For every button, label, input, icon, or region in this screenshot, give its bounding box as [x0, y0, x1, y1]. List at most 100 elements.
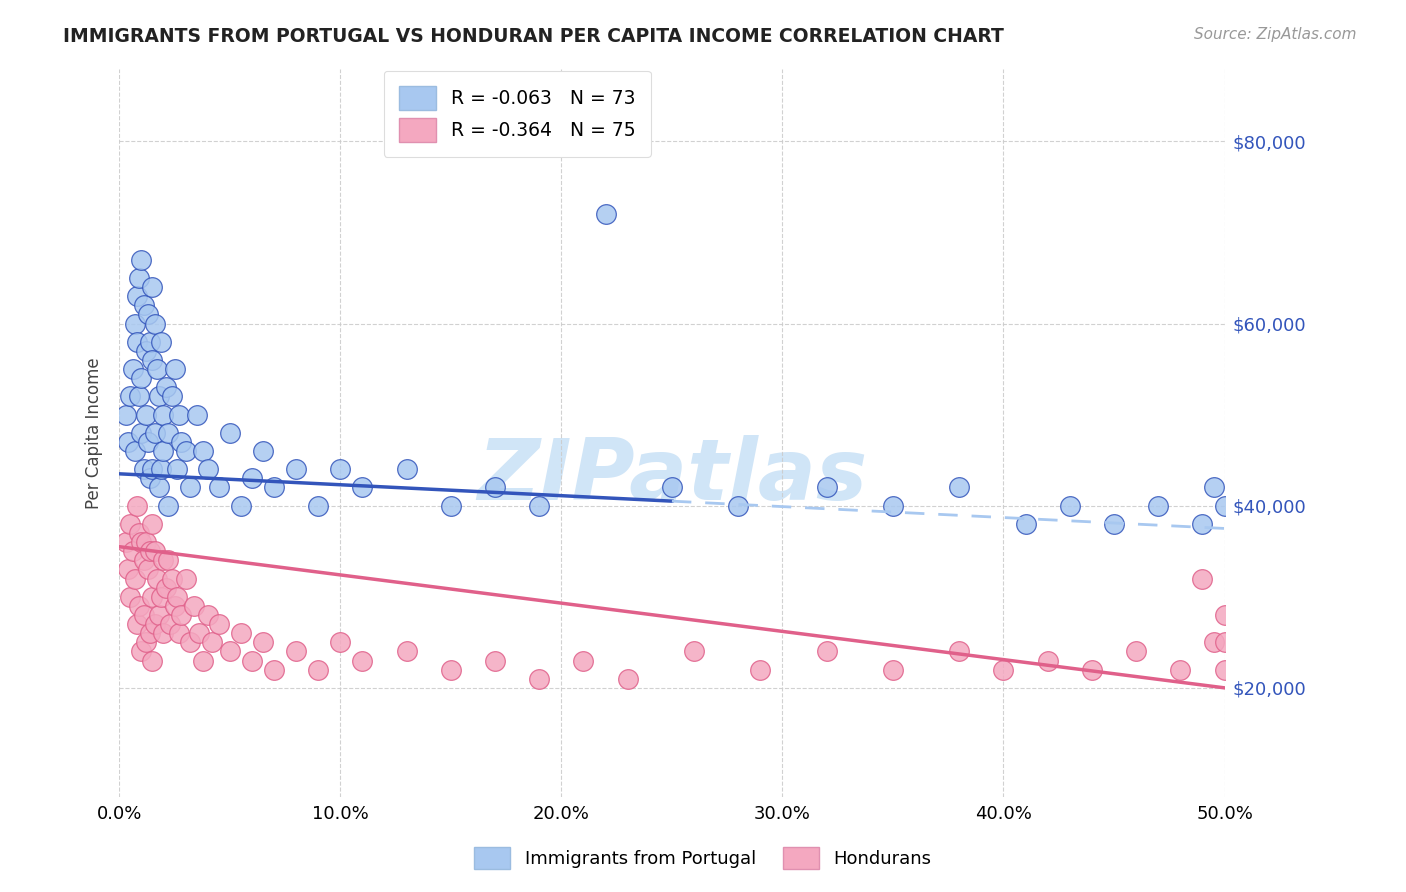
Point — [197, 607, 219, 622]
Point — [1059, 499, 1081, 513]
Point — [162, 572, 184, 586]
Point — [252, 635, 274, 649]
Point — [1191, 516, 1213, 531]
Point — [1014, 516, 1036, 531]
Point — [948, 644, 970, 658]
Point — [115, 408, 138, 422]
Point — [125, 499, 148, 513]
Point — [131, 535, 153, 549]
Point — [141, 462, 163, 476]
Point — [156, 553, 179, 567]
Point — [141, 516, 163, 531]
Point — [136, 308, 159, 322]
Point — [141, 280, 163, 294]
Point — [201, 635, 224, 649]
Point — [128, 389, 150, 403]
Point — [136, 434, 159, 449]
Point — [1213, 635, 1236, 649]
Point — [186, 408, 208, 422]
Point — [352, 654, 374, 668]
Point — [135, 535, 157, 549]
Point — [218, 425, 240, 440]
Point — [159, 617, 181, 632]
Point — [1213, 607, 1236, 622]
Point — [141, 353, 163, 368]
Point — [155, 581, 177, 595]
Point — [1102, 516, 1125, 531]
Point — [193, 654, 215, 668]
Point — [815, 481, 838, 495]
Point — [148, 389, 170, 403]
Point — [170, 434, 193, 449]
Point — [136, 562, 159, 576]
Point — [131, 252, 153, 267]
Point — [156, 425, 179, 440]
Point — [139, 626, 162, 640]
Point — [141, 590, 163, 604]
Legend: R = -0.063   N = 73, R = -0.364   N = 75: R = -0.063 N = 73, R = -0.364 N = 75 — [384, 70, 651, 157]
Point — [329, 462, 352, 476]
Point — [815, 644, 838, 658]
Point — [132, 607, 155, 622]
Point — [124, 572, 146, 586]
Point — [150, 462, 173, 476]
Point — [1170, 663, 1192, 677]
Point — [139, 334, 162, 349]
Point — [135, 343, 157, 358]
Point — [148, 481, 170, 495]
Point — [484, 654, 506, 668]
Point — [152, 553, 174, 567]
Point — [179, 635, 201, 649]
Point — [124, 317, 146, 331]
Point — [1036, 654, 1059, 668]
Point — [661, 481, 683, 495]
Point — [156, 499, 179, 513]
Point — [163, 362, 186, 376]
Point — [146, 572, 169, 586]
Point — [141, 654, 163, 668]
Point — [329, 635, 352, 649]
Point — [170, 607, 193, 622]
Point — [128, 526, 150, 541]
Point — [128, 271, 150, 285]
Point — [440, 663, 463, 677]
Point — [155, 380, 177, 394]
Point — [166, 462, 188, 476]
Point — [120, 389, 142, 403]
Point — [179, 481, 201, 495]
Point — [152, 626, 174, 640]
Point — [131, 425, 153, 440]
Point — [1125, 644, 1147, 658]
Point — [218, 644, 240, 658]
Point — [174, 572, 197, 586]
Point — [749, 663, 772, 677]
Point — [882, 663, 904, 677]
Point — [143, 544, 166, 558]
Point — [683, 644, 706, 658]
Point — [484, 481, 506, 495]
Point — [174, 444, 197, 458]
Point — [240, 471, 263, 485]
Point — [152, 444, 174, 458]
Point — [117, 562, 139, 576]
Point — [616, 672, 638, 686]
Point — [115, 535, 138, 549]
Point — [307, 663, 329, 677]
Point — [229, 499, 252, 513]
Point — [440, 499, 463, 513]
Point — [993, 663, 1015, 677]
Point — [143, 617, 166, 632]
Point — [183, 599, 205, 613]
Point — [1191, 572, 1213, 586]
Point — [1202, 481, 1225, 495]
Point — [352, 481, 374, 495]
Point — [143, 425, 166, 440]
Point — [132, 462, 155, 476]
Point — [1213, 663, 1236, 677]
Point — [139, 471, 162, 485]
Point — [124, 444, 146, 458]
Point — [882, 499, 904, 513]
Point — [252, 444, 274, 458]
Point — [1081, 663, 1104, 677]
Point — [146, 362, 169, 376]
